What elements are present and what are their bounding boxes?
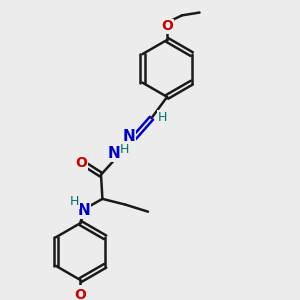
Text: O: O — [74, 288, 86, 300]
Text: O: O — [161, 19, 173, 33]
Text: N: N — [123, 129, 136, 144]
Text: H: H — [158, 111, 167, 124]
Text: O: O — [75, 156, 87, 170]
Text: N: N — [107, 146, 120, 161]
Text: H: H — [70, 195, 80, 208]
Text: H: H — [120, 142, 130, 155]
Text: N: N — [77, 203, 90, 218]
